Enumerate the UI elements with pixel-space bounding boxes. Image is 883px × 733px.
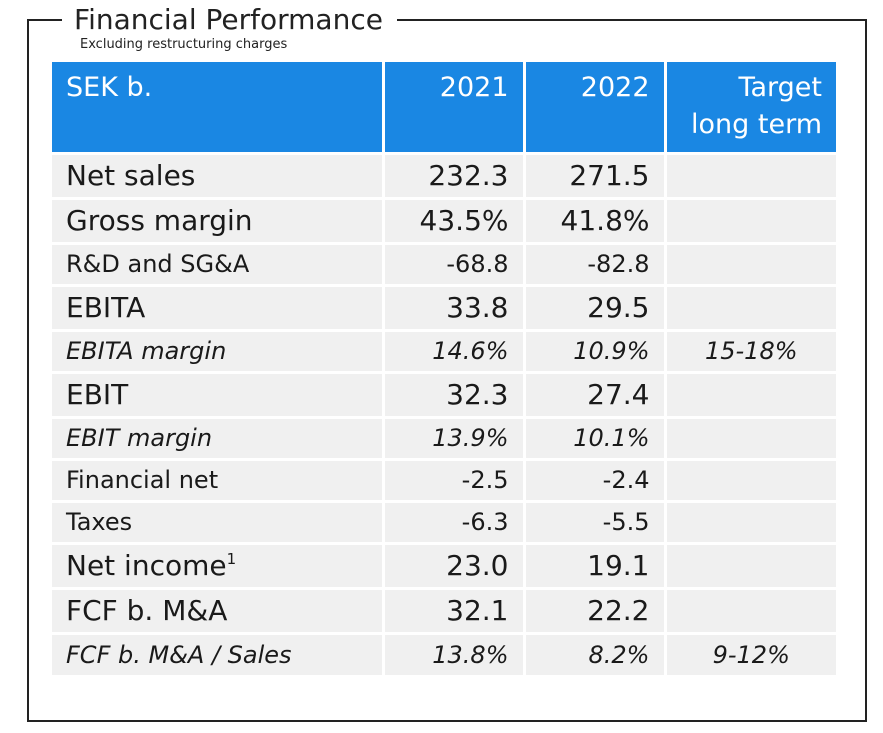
table-header-row: SEK b. 2021 2022 Target long term <box>52 62 836 153</box>
table-row: Gross margin 43.5% 41.8% <box>52 196 836 243</box>
row-label-text: FCF b. M&A / Sales <box>66 640 292 669</box>
row-label: Taxes <box>52 499 385 543</box>
row-label-text: EBIT margin <box>66 424 213 452</box>
row-label: R&D and SG&A <box>52 241 385 285</box>
cell-2021: 32.1 <box>383 586 526 633</box>
cell-2021: -6.3 <box>383 499 526 543</box>
row-label: FCF b. M&A / Sales <box>52 631 385 675</box>
header-target: Target long term <box>665 62 836 153</box>
row-label-text: EBIT <box>66 378 129 411</box>
row-label-text: EBITA margin <box>66 337 227 365</box>
table-row: Taxes -6.3 -5.5 <box>52 499 836 543</box>
cell-target <box>665 415 836 459</box>
table-row: EBIT margin 13.9% 10.1% <box>52 415 836 459</box>
footnote-marker: 1 <box>226 550 237 568</box>
financial-table: SEK b. 2021 2022 Target long term Net sa… <box>52 62 836 675</box>
cell-2022: 8.2% <box>524 631 667 675</box>
row-label-text: Financial net <box>66 466 219 494</box>
row-label: Financial net <box>52 457 385 501</box>
table-row: Financial net -2.5 -2.4 <box>52 457 836 501</box>
table-row: EBIT 32.3 27.4 <box>52 370 836 417</box>
cell-target <box>665 457 836 501</box>
table-row: R&D and SG&A -68.8 -82.8 <box>52 241 836 285</box>
row-label-text: R&D and SG&A <box>66 250 250 278</box>
panel-frame <box>27 19 867 722</box>
header-unit: SEK b. <box>52 62 385 153</box>
row-label-text: Gross margin <box>66 204 253 237</box>
table-row: Net income1 23.0 19.1 <box>52 541 836 588</box>
cell-2022: 19.1 <box>524 541 667 588</box>
table-row: EBITA margin 14.6% 10.9% 15-18% <box>52 328 836 372</box>
cell-target: 15-18% <box>665 328 836 372</box>
cell-2022: -82.8 <box>524 241 667 285</box>
table-row: FCF b. M&A / Sales 13.8% 8.2% 9-12% <box>52 631 836 675</box>
cell-2022: 22.2 <box>524 586 667 633</box>
cell-target <box>665 151 836 198</box>
cell-2021: 13.9% <box>383 415 526 459</box>
cell-target: 9-12% <box>665 631 836 675</box>
cell-2021: 232.3 <box>383 151 526 198</box>
row-label-text: EBITA <box>66 291 146 324</box>
row-label: EBIT <box>52 370 385 417</box>
panel-title-wrap: Financial Performance <box>62 2 397 38</box>
row-label-text: FCF b. M&A <box>66 594 228 627</box>
cell-target <box>665 586 836 633</box>
cell-2021: 23.0 <box>383 541 526 588</box>
row-label: EBITA margin <box>52 328 385 372</box>
cell-target <box>665 541 836 588</box>
row-label-text: Net sales <box>66 159 196 192</box>
cell-2021: 14.6% <box>383 328 526 372</box>
cell-2022: -2.4 <box>524 457 667 501</box>
row-label-text: Net income <box>66 549 227 582</box>
row-label: Net income1 <box>52 541 385 588</box>
cell-2022: 271.5 <box>524 151 667 198</box>
header-2021: 2021 <box>383 62 526 153</box>
header-target-line1: Target <box>738 72 822 103</box>
page-subtitle: Excluding restructuring charges <box>80 37 288 52</box>
header-target-line2: long term <box>691 109 822 140</box>
cell-2022: 10.9% <box>524 328 667 372</box>
cell-target <box>665 283 836 330</box>
row-label: FCF b. M&A <box>52 586 385 633</box>
header-2022: 2022 <box>524 62 667 153</box>
table-row: FCF b. M&A 32.1 22.2 <box>52 586 836 633</box>
cell-2022: -5.5 <box>524 499 667 543</box>
table-row: EBITA 33.8 29.5 <box>52 283 836 330</box>
cell-target <box>665 370 836 417</box>
cell-2021: 13.8% <box>383 631 526 675</box>
cell-target <box>665 196 836 243</box>
cell-2022: 27.4 <box>524 370 667 417</box>
cell-target <box>665 499 836 543</box>
page-title: Financial Performance <box>74 3 383 36</box>
row-label-text: Taxes <box>66 508 133 536</box>
row-label: EBIT margin <box>52 415 385 459</box>
cell-2021: -68.8 <box>383 241 526 285</box>
cell-2021: -2.5 <box>383 457 526 501</box>
row-label: Gross margin <box>52 196 385 243</box>
row-label: EBITA <box>52 283 385 330</box>
cell-2022: 10.1% <box>524 415 667 459</box>
cell-target <box>665 241 836 285</box>
cell-2022: 41.8% <box>524 196 667 243</box>
table-row: Net sales 232.3 271.5 <box>52 151 836 198</box>
cell-2021: 33.8 <box>383 283 526 330</box>
cell-2022: 29.5 <box>524 283 667 330</box>
cell-2021: 32.3 <box>383 370 526 417</box>
cell-2021: 43.5% <box>383 196 526 243</box>
row-label: Net sales <box>52 151 385 198</box>
